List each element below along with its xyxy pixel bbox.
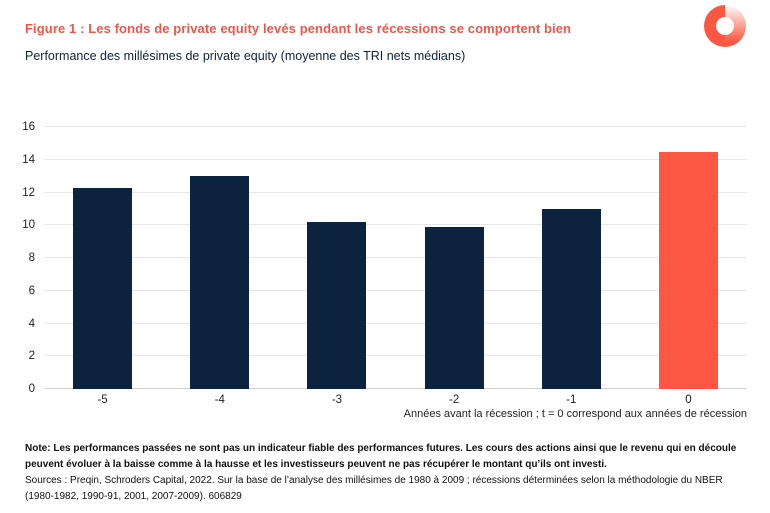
y-tick-label: 14	[22, 153, 35, 166]
x-axis-label: Années avant la récession ; t = 0 corres…	[403, 408, 747, 420]
bar--5	[73, 187, 133, 389]
y-tick-label: 10	[22, 219, 35, 232]
logo-left-half	[704, 5, 725, 47]
plot-area: 0 2 4 6 8 10 12 14 16	[22, 121, 747, 395]
gridline-16	[44, 126, 747, 127]
x-tick-label: -2	[448, 394, 460, 406]
bar-slot	[513, 127, 630, 389]
y-tick-label: 0	[28, 383, 35, 395]
logo-right-half	[725, 5, 746, 47]
bar-slot	[630, 127, 747, 389]
bar-slot	[396, 127, 513, 389]
gridline-2	[44, 355, 747, 357]
bar--3	[307, 221, 367, 389]
gridline-10	[44, 224, 747, 226]
gridline-6	[44, 289, 747, 291]
figure-title: Figure 1 : Les fonds de private equity l…	[25, 21, 572, 36]
bar-slot	[278, 127, 395, 389]
footnote-sources: Sources : Preqin, Schroders Capital, 202…	[25, 475, 723, 502]
x-axis-ticks: -5 -4 -3 -2 -1 0	[44, 394, 747, 406]
x-tick-label: -1	[566, 394, 577, 406]
gridline-4	[44, 322, 747, 324]
logo-center-hole	[716, 17, 734, 35]
y-tick-label: 12	[22, 186, 35, 199]
y-tick-label: 4	[28, 317, 35, 330]
x-tick-label: -3	[331, 394, 343, 406]
gridline-14	[44, 158, 747, 160]
figure-subtitle: Performance des millésimes de private eq…	[25, 49, 466, 63]
x-tick-label: -4	[214, 394, 225, 406]
x-tick-label: -5	[97, 394, 108, 406]
y-tick-label: 2	[28, 350, 35, 363]
y-tick-label: 6	[28, 284, 35, 297]
bar-slot	[44, 127, 161, 389]
gridline-8	[44, 257, 747, 258]
bar--4	[190, 176, 250, 389]
bar--2	[424, 226, 484, 389]
y-tick-label: 8	[28, 252, 35, 264]
x-tick-label: 0	[685, 394, 692, 406]
gridline-0	[44, 388, 747, 389]
footnote: Note: Les performances passées ne sont p…	[25, 441, 747, 505]
bars-container	[44, 127, 747, 389]
footnote-warning: Note: Les performances passées ne sont p…	[25, 443, 737, 470]
bar-0	[658, 151, 718, 389]
bar-slot	[161, 127, 278, 389]
y-tick-label: 16	[22, 121, 35, 133]
bar--1	[541, 208, 601, 389]
schroders-logo-icon	[704, 5, 746, 47]
gridline-12	[44, 191, 747, 193]
